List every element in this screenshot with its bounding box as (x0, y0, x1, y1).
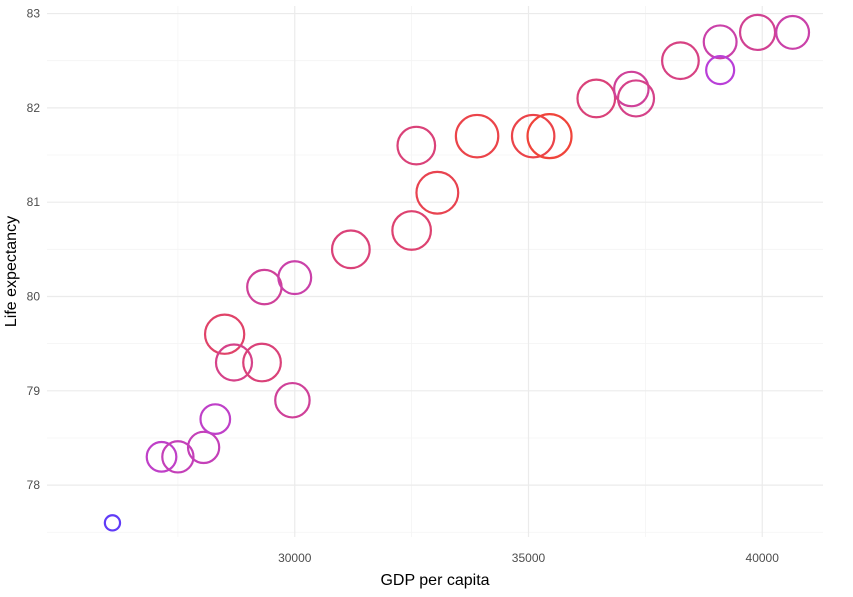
x-tick-label: 40000 (746, 551, 780, 565)
x-tick-label: 30000 (278, 551, 312, 565)
data-point (330, 229, 371, 270)
y-tick-label: 82 (27, 101, 41, 115)
data-point (705, 55, 736, 86)
data-point (526, 113, 573, 160)
y-tick-label: 80 (27, 289, 41, 303)
y-tick-label: 79 (27, 384, 41, 398)
data-point (738, 13, 777, 52)
data-point (510, 113, 556, 159)
x-tick-label: 35000 (512, 551, 546, 565)
data-point (576, 78, 617, 119)
data-point (246, 268, 283, 306)
data-point (199, 403, 232, 436)
data-point (203, 313, 246, 355)
data-point (242, 342, 282, 383)
data-point (702, 24, 738, 60)
tick-labels: 30000 35000 40000 78 79 80 81 82 83 (27, 7, 780, 565)
data-point (103, 514, 122, 532)
grid (47, 6, 823, 537)
y-tick-label: 78 (27, 478, 41, 492)
data-point (415, 170, 460, 215)
data-point (391, 210, 433, 251)
data-points (103, 13, 811, 532)
data-point (277, 260, 313, 296)
y-tick-label: 83 (27, 7, 41, 21)
data-point (396, 125, 437, 166)
data-point (613, 70, 650, 108)
data-point (186, 430, 221, 465)
data-point (161, 440, 195, 474)
data-point (145, 440, 178, 473)
data-point (775, 14, 811, 50)
data-point (274, 381, 311, 419)
data-point (214, 343, 254, 382)
y-axis-title: Life expectancy (3, 216, 20, 327)
data-point (616, 79, 656, 118)
data-point (454, 113, 500, 159)
data-point (661, 41, 700, 81)
x-axis-title: GDP per capita (380, 572, 489, 589)
y-tick-label: 81 (27, 195, 41, 209)
